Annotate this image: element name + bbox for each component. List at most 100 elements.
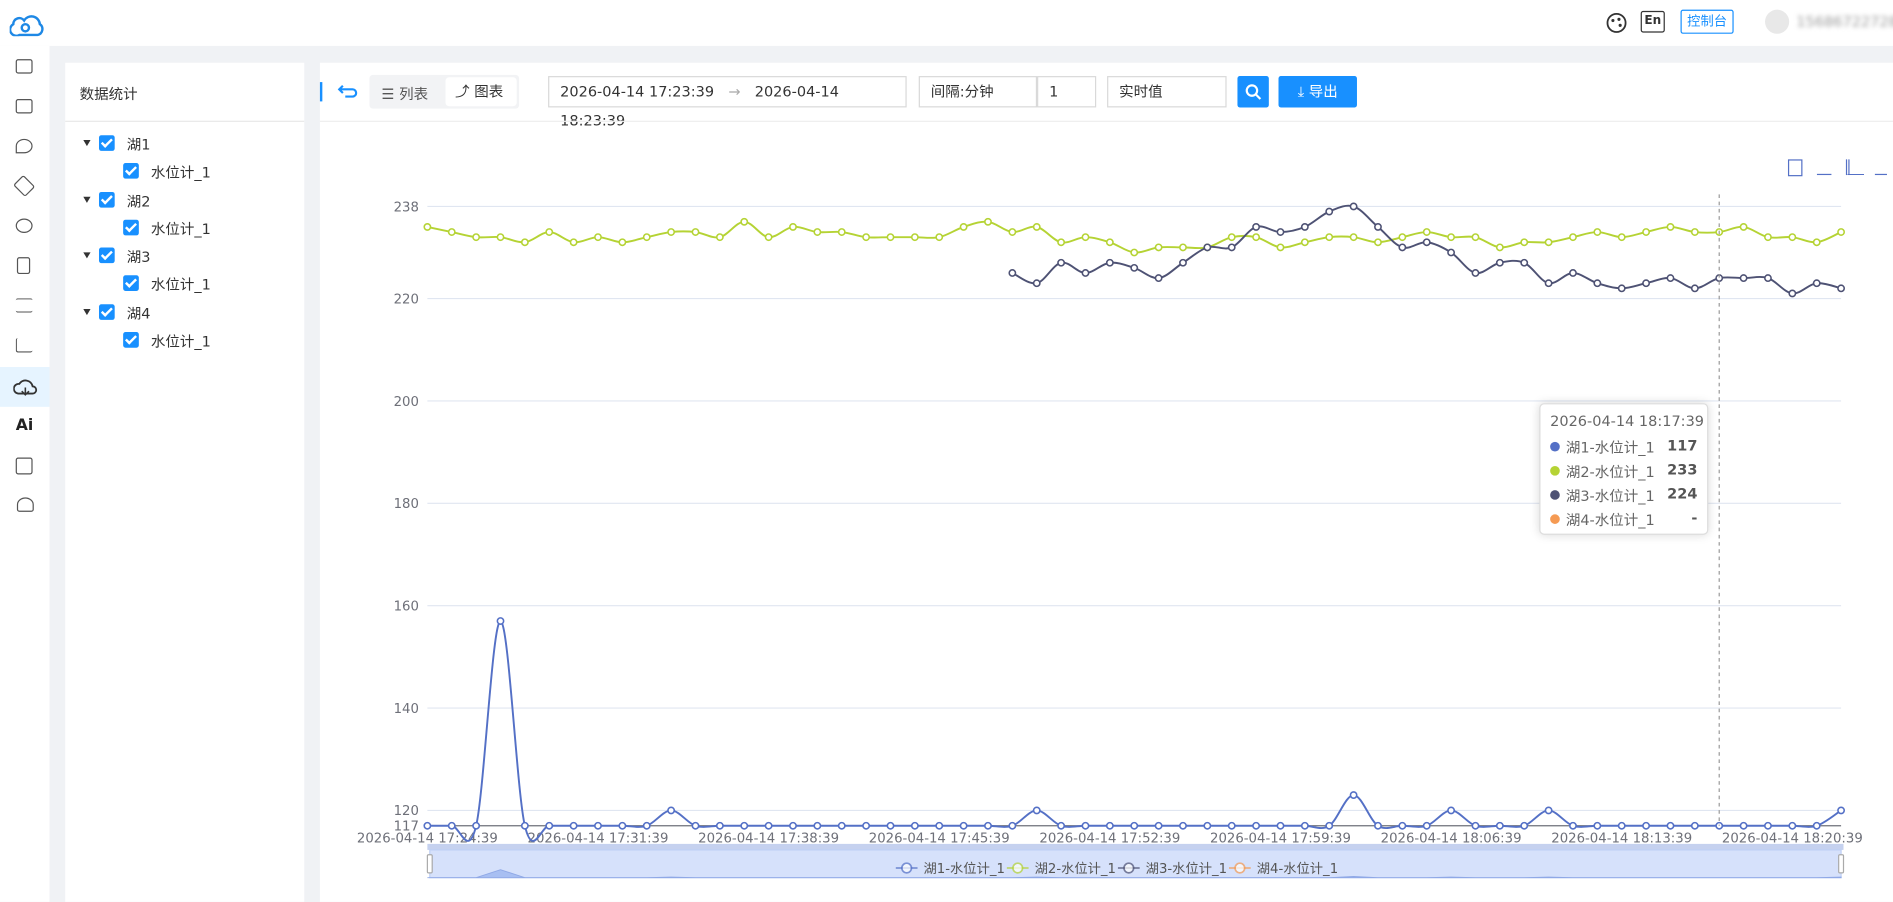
checkbox: [123, 331, 139, 348]
data-point: [837, 821, 846, 830]
data-point: [691, 228, 700, 236]
header: En 控制台 15686722728: [0, 0, 1893, 46]
data-point: [1032, 279, 1041, 288]
data-point: [740, 217, 749, 226]
nav-icon[interactable]: [15, 59, 33, 74]
data-point: [520, 238, 529, 247]
data-point: [1520, 238, 1529, 247]
value-type: 实时值: [1119, 83, 1163, 101]
data-point: [1788, 289, 1797, 298]
data-point: [1495, 821, 1504, 830]
data-point: [1374, 238, 1382, 247]
caret: [83, 140, 91, 147]
data-point: [1154, 821, 1163, 830]
chart-tab-label: 图表: [474, 83, 504, 101]
data-point: [1252, 222, 1261, 231]
data-point: [1447, 233, 1456, 242]
checkbox: [98, 191, 115, 208]
theme-icon[interactable]: [1604, 12, 1628, 34]
interval-select[interactable]: 间隔:分钟: [918, 76, 1038, 108]
data-point: [496, 617, 505, 625]
nav-icon[interactable]: [16, 497, 34, 512]
data-point: [1130, 821, 1139, 830]
user-name[interactable]: 15686722728: [1796, 13, 1893, 31]
data-point: [1642, 279, 1651, 288]
nav-icon[interactable]: [15, 338, 33, 353]
nav-icon[interactable]: [15, 298, 33, 313]
legend-label: 湖3-水位计_1: [1146, 861, 1227, 877]
data-point: [1812, 821, 1821, 830]
data-point: [1154, 274, 1163, 283]
bar-icon[interactable]: [1845, 159, 1865, 176]
data-point: [1008, 269, 1017, 277]
data-view-icon[interactable]: [1787, 159, 1803, 177]
data-point: [569, 821, 578, 830]
data-point: [959, 821, 968, 830]
list-tab[interactable]: ☰ 列表: [381, 85, 429, 103]
data-point: [862, 233, 871, 242]
tree-node: 湖3: [126, 248, 151, 266]
x-tick-label: 2026-04-14 17:31:39: [528, 832, 669, 847]
data-point: [1032, 806, 1041, 815]
nav-active[interactable]: [0, 367, 50, 407]
data-point: [1227, 821, 1236, 830]
nav-icon[interactable]: [15, 218, 33, 234]
series-line: [427, 620, 1842, 842]
date-range[interactable]: 2026-04-14 17:23:39 → 2026-04-14 18:23:3…: [548, 76, 907, 129]
panel-title: 数据统计: [79, 85, 138, 103]
checkbox: [98, 135, 115, 151]
tooltip-series: 湖4-水位计_1: [1565, 511, 1655, 529]
data-point: [1374, 222, 1382, 231]
caret: [83, 308, 91, 315]
data-point: [1227, 233, 1236, 242]
data-point: [1154, 243, 1163, 252]
console-button[interactable]: 控制台: [1680, 9, 1734, 34]
nav-icon[interactable]: [15, 138, 33, 154]
data-point: [1617, 233, 1626, 242]
interval-value-select[interactable]: 1: [1037, 76, 1097, 108]
tooltip-series: 湖3-水位计_1: [1565, 487, 1655, 505]
save-icon[interactable]: [1874, 159, 1887, 176]
data-point: [910, 233, 919, 242]
data-point: [1666, 274, 1675, 283]
data-point: [1569, 821, 1577, 830]
data-point: [1812, 238, 1821, 247]
ai-label[interactable]: Ai: [15, 416, 34, 435]
nav-icon[interactable]: [15, 98, 33, 114]
nav-icon[interactable]: [15, 457, 33, 475]
chart-tab[interactable]: ⤴ 图表: [445, 77, 517, 107]
data-point: [1642, 228, 1651, 236]
y-tick-label: 120: [394, 804, 419, 819]
tooltip-value: 117: [1667, 437, 1698, 454]
nav-icon[interactable]: [16, 257, 31, 275]
back-icon[interactable]: [337, 82, 359, 101]
legend-marker: [1012, 862, 1024, 874]
search-button[interactable]: [1237, 76, 1269, 108]
data-point: [667, 806, 676, 815]
tree-panel: 数据统计 湖1 水位计_1 湖2 水位计_1 湖3 水位计_1 湖4 水位计_1: [65, 62, 305, 902]
data-point: [1252, 233, 1261, 242]
data-point: [1008, 821, 1017, 830]
export-button[interactable]: ⤓ 导出: [1278, 76, 1357, 108]
lang-button[interactable]: En: [1640, 10, 1665, 33]
data-point: [1690, 228, 1699, 236]
tree-node: 湖4: [126, 304, 151, 322]
line-icon[interactable]: [1816, 159, 1832, 176]
x-tick-label: 2026-04-14 18:20:39: [1722, 832, 1863, 847]
sidebar: Ai: [0, 45, 50, 902]
data-point: [1252, 821, 1261, 830]
data-point: [984, 217, 992, 226]
cloud-icon: [13, 379, 38, 396]
x-tick-label: 2026-04-14 18:06:39: [1381, 832, 1522, 847]
data-point: [1593, 821, 1602, 830]
value-type-select[interactable]: 实时值: [1107, 76, 1227, 108]
data-point: [1520, 258, 1529, 267]
avatar[interactable]: [1765, 9, 1790, 34]
zoom-bar: [427, 843, 1844, 850]
view-tabs: ☰ 列表 ⤴ 图表: [369, 74, 520, 109]
data-point: [1837, 228, 1846, 236]
data-point: [1179, 258, 1187, 267]
zoom-preview: [427, 869, 1842, 879]
tooltip-value: -: [1691, 509, 1698, 527]
